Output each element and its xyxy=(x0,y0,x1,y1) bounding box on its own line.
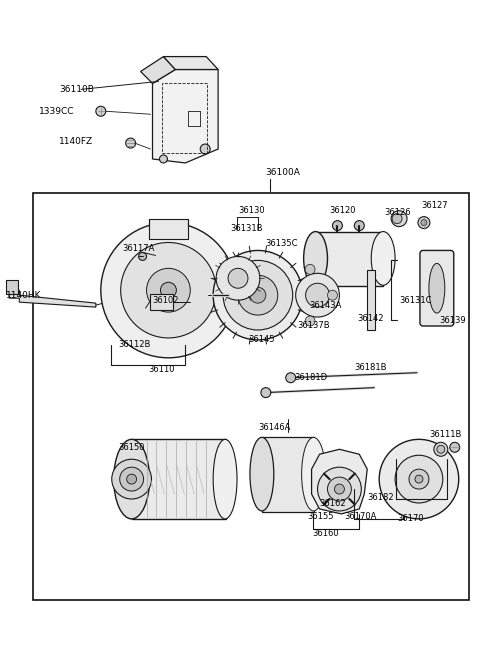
Circle shape xyxy=(101,222,236,358)
Polygon shape xyxy=(153,69,218,163)
Circle shape xyxy=(126,138,136,148)
Text: 36170A: 36170A xyxy=(344,512,377,521)
Text: 36155: 36155 xyxy=(308,512,334,521)
Text: 1140FZ: 1140FZ xyxy=(59,137,93,146)
Text: 36127: 36127 xyxy=(421,201,447,210)
Ellipse shape xyxy=(301,438,325,511)
Text: 36150: 36150 xyxy=(119,443,145,452)
Text: 36137B: 36137B xyxy=(298,320,330,330)
Circle shape xyxy=(228,268,248,288)
Circle shape xyxy=(296,273,339,317)
Circle shape xyxy=(335,484,344,494)
Text: 36143A: 36143A xyxy=(310,301,342,309)
Bar xyxy=(148,218,188,239)
Ellipse shape xyxy=(114,439,150,519)
FancyBboxPatch shape xyxy=(420,250,454,326)
Ellipse shape xyxy=(371,232,395,285)
Bar xyxy=(315,232,383,286)
Circle shape xyxy=(409,469,429,489)
Text: 36181B: 36181B xyxy=(354,363,387,372)
Bar xyxy=(150,294,173,310)
Text: 36110: 36110 xyxy=(148,365,175,374)
Bar xyxy=(367,270,375,330)
Ellipse shape xyxy=(250,438,274,511)
Polygon shape xyxy=(164,57,218,69)
Text: 36117A: 36117A xyxy=(123,244,155,253)
Circle shape xyxy=(223,260,293,330)
Circle shape xyxy=(286,373,296,383)
Text: 36142: 36142 xyxy=(357,313,384,322)
Circle shape xyxy=(305,264,315,274)
Text: 1140HK: 1140HK xyxy=(6,290,42,300)
Text: 36145: 36145 xyxy=(248,336,275,345)
Circle shape xyxy=(146,268,190,312)
Bar xyxy=(6,281,18,294)
Circle shape xyxy=(327,290,337,300)
Text: 36146A: 36146A xyxy=(258,423,290,432)
Text: 36102: 36102 xyxy=(153,296,179,305)
Text: 36120: 36120 xyxy=(329,206,356,215)
Text: 36170: 36170 xyxy=(397,515,424,523)
Text: 36181D: 36181D xyxy=(295,373,328,382)
Text: 36131B: 36131B xyxy=(230,224,263,233)
Ellipse shape xyxy=(429,264,445,313)
Circle shape xyxy=(238,275,278,315)
Circle shape xyxy=(391,211,407,226)
Circle shape xyxy=(392,214,402,224)
Text: 36130: 36130 xyxy=(238,206,264,215)
Circle shape xyxy=(120,243,216,338)
Bar xyxy=(132,439,226,519)
Text: 36112B: 36112B xyxy=(119,340,151,349)
Text: 36131C: 36131C xyxy=(399,296,432,305)
Circle shape xyxy=(216,256,260,300)
Polygon shape xyxy=(141,57,175,84)
Circle shape xyxy=(112,459,152,499)
Circle shape xyxy=(327,477,351,501)
Circle shape xyxy=(318,467,361,511)
Text: 36111B: 36111B xyxy=(429,430,461,439)
Polygon shape xyxy=(9,290,96,307)
Circle shape xyxy=(333,220,342,231)
Text: 36160: 36160 xyxy=(312,529,339,538)
Bar xyxy=(262,438,313,512)
Circle shape xyxy=(200,144,210,154)
Text: 36100A: 36100A xyxy=(265,168,300,177)
Circle shape xyxy=(415,475,423,483)
Circle shape xyxy=(96,107,106,116)
Circle shape xyxy=(160,283,176,298)
Circle shape xyxy=(434,442,448,456)
Text: 36182: 36182 xyxy=(367,492,394,502)
Ellipse shape xyxy=(213,439,237,519)
Circle shape xyxy=(395,455,443,503)
Circle shape xyxy=(250,287,266,303)
Bar xyxy=(33,193,468,600)
Circle shape xyxy=(379,439,459,519)
Circle shape xyxy=(418,216,430,228)
Circle shape xyxy=(437,445,445,453)
Circle shape xyxy=(421,220,427,226)
Bar xyxy=(162,84,207,153)
Circle shape xyxy=(159,155,168,163)
Text: 36126: 36126 xyxy=(384,208,411,217)
Ellipse shape xyxy=(304,232,327,285)
Text: 1339CC: 1339CC xyxy=(39,107,75,116)
Circle shape xyxy=(354,220,364,231)
Text: 36162: 36162 xyxy=(320,500,346,508)
Circle shape xyxy=(213,250,302,340)
Circle shape xyxy=(261,388,271,398)
Polygon shape xyxy=(312,449,367,514)
Circle shape xyxy=(450,442,460,453)
Circle shape xyxy=(306,283,329,307)
Circle shape xyxy=(120,467,144,491)
Text: 36135C: 36135C xyxy=(265,239,297,248)
Text: 36139: 36139 xyxy=(439,315,466,324)
Circle shape xyxy=(139,252,146,260)
Circle shape xyxy=(127,474,137,484)
Text: 36110B: 36110B xyxy=(59,85,94,94)
Circle shape xyxy=(305,316,315,326)
